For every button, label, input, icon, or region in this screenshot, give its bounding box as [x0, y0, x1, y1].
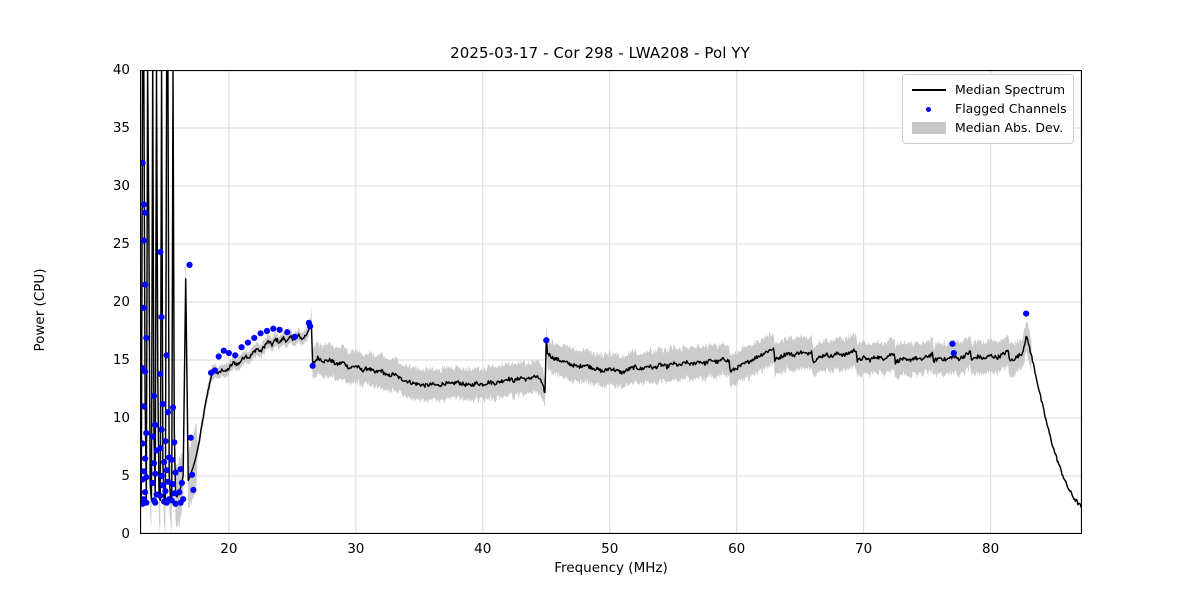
- flagged-channel-markers: [140, 159, 1030, 507]
- legend-item-median-spectrum: Median Spectrum: [910, 80, 1066, 99]
- x-tick-label: 40: [474, 541, 492, 557]
- legend-dot-key: [910, 101, 948, 117]
- legend: Median Spectrum Flagged Channels Median …: [902, 74, 1074, 144]
- plot-axes: 20 30 40 50 60 70 80 0 5 10 15 20 25 30 35 40: [113, 62, 1082, 557]
- legend-item-median-abs-dev: Median Abs. Dev.: [910, 118, 1066, 137]
- median-spectrum-line: [140, 70, 1082, 509]
- legend-patch-key: [910, 120, 948, 136]
- legend-label-median-spectrum: Median Spectrum: [955, 82, 1066, 97]
- y-tick-label: 10: [112, 410, 130, 426]
- x-tick-label: 20: [220, 541, 238, 557]
- y-tick-label: 25: [112, 236, 130, 252]
- x-tick-label: 70: [855, 541, 873, 557]
- y-tick-label: 40: [112, 62, 130, 78]
- legend-label-median-abs-dev: Median Abs. Dev.: [955, 120, 1064, 135]
- legend-label-flagged-channels: Flagged Channels: [955, 101, 1067, 116]
- x-tick-label: 50: [601, 541, 619, 557]
- y-tick-label: 15: [112, 352, 130, 368]
- y-tick-label: 20: [112, 294, 130, 310]
- y-tick-label: 35: [112, 120, 130, 136]
- legend-item-flagged-channels: Flagged Channels: [910, 99, 1067, 118]
- y-tick-label: 5: [121, 468, 130, 484]
- legend-line-key: [910, 82, 948, 98]
- x-tick-label: 80: [981, 541, 1000, 557]
- page-title: 2025-03-17 - Cor 298 - LWA208 - Pol YY: [450, 44, 750, 62]
- axes-spine: [140, 70, 1082, 534]
- x-axis-label: Frequency (MHz): [554, 560, 668, 576]
- y-axis-label: Power (CPU): [32, 268, 48, 352]
- y-tick-label: 0: [121, 526, 130, 542]
- y-tick-label: 30: [112, 178, 130, 194]
- x-tick-label: 60: [728, 541, 746, 557]
- spectrum-plot-svg: [140, 70, 1082, 534]
- x-tick-label: 30: [347, 541, 365, 557]
